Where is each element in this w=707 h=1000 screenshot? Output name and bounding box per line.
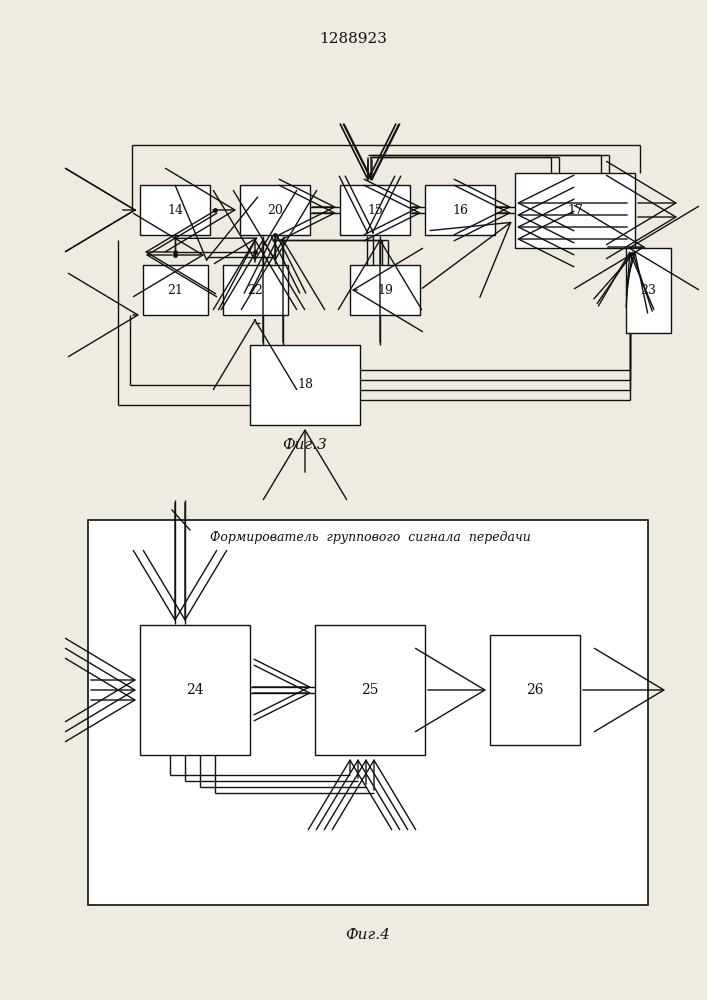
Text: 26: 26 <box>526 683 544 697</box>
Bar <box>490 635 580 745</box>
Bar <box>140 625 250 755</box>
Text: 20: 20 <box>267 204 283 217</box>
Text: 16: 16 <box>452 204 468 217</box>
Bar <box>626 247 670 332</box>
Text: 18: 18 <box>297 378 313 391</box>
Text: Формирователь  группового  сигнала  передачи: Формирователь группового сигнала передач… <box>209 532 530 544</box>
Text: 22: 22 <box>247 284 263 296</box>
Bar <box>140 185 210 235</box>
Bar <box>223 265 288 315</box>
Text: 17: 17 <box>567 204 583 217</box>
Bar <box>240 185 310 235</box>
Bar <box>350 265 420 315</box>
Text: 1288923: 1288923 <box>319 32 387 46</box>
Text: 15: 15 <box>367 204 383 217</box>
Text: 19: 19 <box>377 284 393 296</box>
Bar <box>315 625 425 755</box>
Text: 25: 25 <box>361 683 379 697</box>
Text: Фиг.4: Фиг.4 <box>346 928 390 942</box>
Bar <box>88 520 648 905</box>
Text: 23: 23 <box>640 284 656 296</box>
Bar <box>515 172 635 247</box>
Text: 14: 14 <box>167 204 183 217</box>
Text: Фиг.3: Фиг.3 <box>283 438 327 452</box>
Bar <box>340 185 410 235</box>
Bar <box>425 185 495 235</box>
Bar <box>250 345 360 425</box>
Text: 24: 24 <box>186 683 204 697</box>
Text: 21: 21 <box>167 284 183 296</box>
Bar <box>143 265 207 315</box>
